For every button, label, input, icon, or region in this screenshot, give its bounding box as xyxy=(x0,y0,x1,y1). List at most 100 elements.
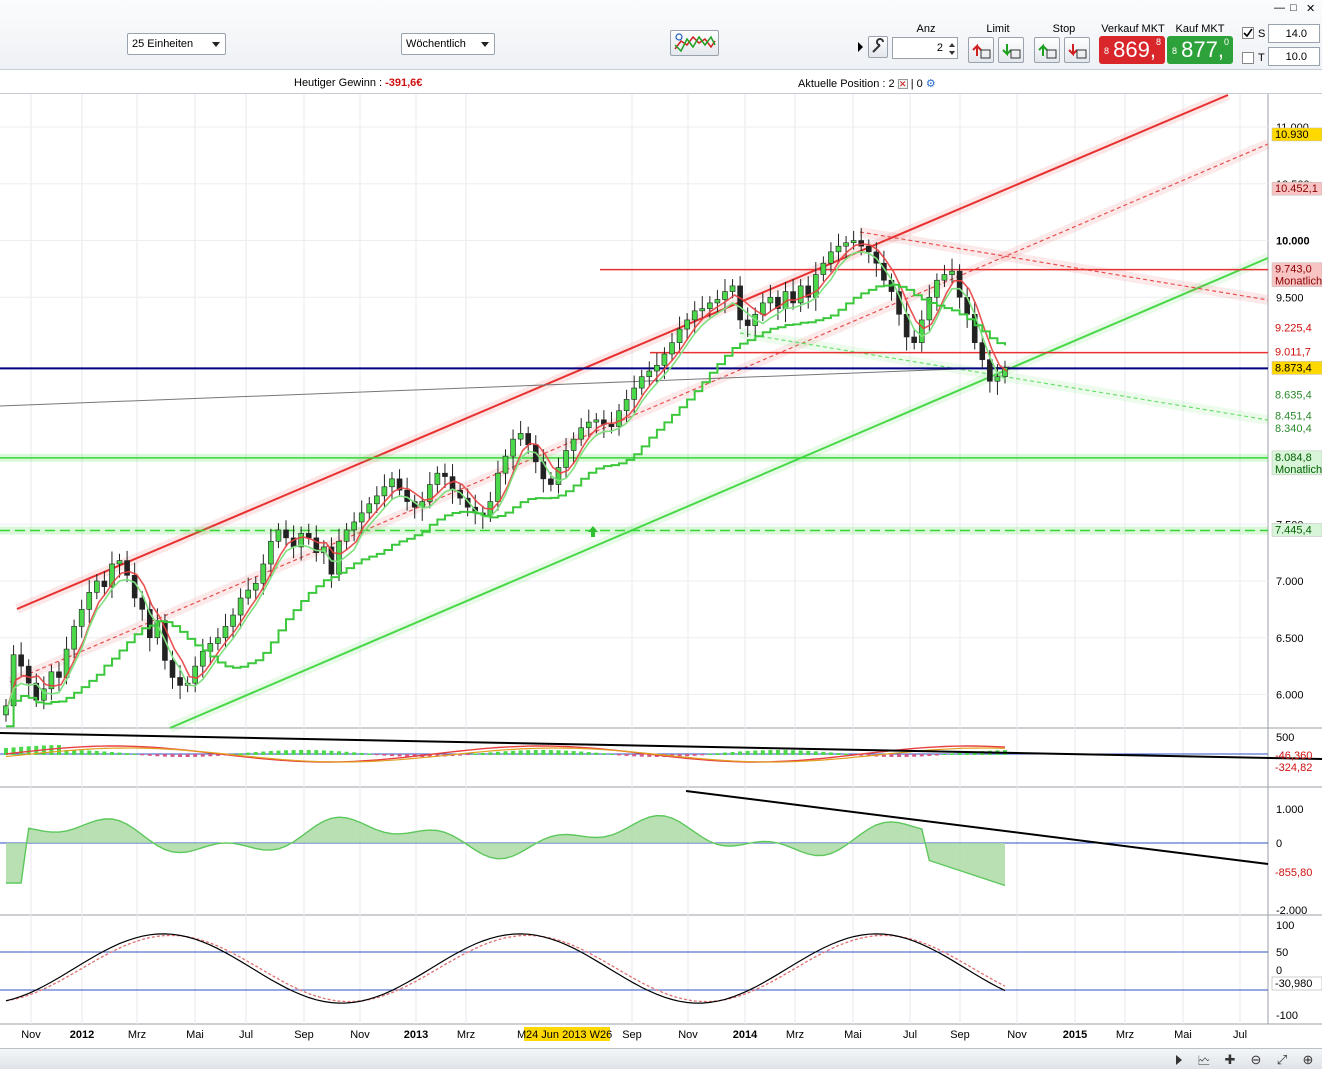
buy-price: 877, xyxy=(1181,37,1224,62)
macd-bar xyxy=(178,754,183,757)
candle-body xyxy=(94,580,100,593)
expand-arrow-icon[interactable] xyxy=(1176,1055,1182,1065)
daily-gain: Heutiger Gewinn : -391,6€ xyxy=(294,77,422,89)
buy-market-button[interactable]: 8 877,0 xyxy=(1167,36,1233,64)
macd-bar xyxy=(132,753,137,755)
candle-body xyxy=(78,609,85,627)
macd-bar xyxy=(753,750,758,755)
info-bar: Heutiger Gewinn : -391,6€ Aktuelle Posit… xyxy=(0,70,1322,94)
macd-bar xyxy=(677,754,682,757)
candle-body xyxy=(707,302,713,309)
zoom-fit-icon[interactable]: ⤢ xyxy=(1276,1052,1288,1067)
gear-icon[interactable]: ⚙ xyxy=(925,78,936,90)
crosshair-icon[interactable]: ✚ xyxy=(1224,1052,1236,1067)
macd-bar xyxy=(806,750,811,755)
spin-down-icon[interactable] xyxy=(949,51,955,55)
stop-buy-button[interactable] xyxy=(1034,37,1060,63)
macd-bar xyxy=(117,752,122,755)
candle-body xyxy=(381,486,388,497)
x-axis-label: Mai xyxy=(1174,1029,1192,1041)
candle-body xyxy=(260,563,267,584)
macd-bar xyxy=(783,750,788,755)
close-icon[interactable]: ✕ xyxy=(1306,3,1316,15)
x-axis-label: Sep xyxy=(294,1029,314,1041)
long-term-average-line xyxy=(0,366,1011,407)
candle-body xyxy=(146,609,153,639)
candle-body xyxy=(502,455,509,474)
macd-bar xyxy=(798,750,803,755)
price-tag-box xyxy=(1272,345,1322,359)
position-tail: | 0 xyxy=(910,78,923,90)
candle-body xyxy=(464,497,471,508)
macd-bar xyxy=(715,753,720,755)
candle-body xyxy=(245,589,251,599)
maximize-icon[interactable]: □ xyxy=(1290,2,1297,14)
x-axis-label: Mrz xyxy=(786,1029,804,1041)
candle-body xyxy=(275,529,282,542)
settings-button[interactable] xyxy=(868,36,888,58)
price-tag-box xyxy=(1272,321,1322,335)
units-select[interactable]: 25 Einheiten xyxy=(127,33,226,55)
price-tag-sublabel: Monatlich xyxy=(1275,276,1322,288)
zoom-in-icon[interactable]: ⊕ xyxy=(1302,1052,1314,1067)
limit-sell-button[interactable] xyxy=(998,37,1024,63)
macd-bar xyxy=(125,753,130,755)
sell-market-button[interactable]: 8 869,8 xyxy=(1099,36,1165,64)
minimize-icon[interactable]: — xyxy=(1274,2,1285,14)
macd-bar xyxy=(617,754,622,756)
candle-body xyxy=(56,671,62,678)
take-profit-checkbox[interactable] xyxy=(1242,52,1254,64)
signal-line xyxy=(5,250,1006,715)
s-value-input[interactable]: 14.0 xyxy=(1268,24,1320,43)
candle-body xyxy=(616,410,622,427)
macd-bar xyxy=(511,750,516,755)
close-position-icon[interactable]: ✕ xyxy=(897,79,908,89)
x-axis-label: 2013 xyxy=(404,1029,428,1041)
candle-body xyxy=(427,484,433,502)
price-tag-label: 9.011,7 xyxy=(1275,347,1311,359)
x-axis-label: Jul xyxy=(903,1029,917,1041)
candle-body xyxy=(790,291,796,304)
limit-buy-button[interactable] xyxy=(968,37,994,63)
expand-arrow-icon[interactable] xyxy=(858,42,863,52)
macd-trendline xyxy=(0,732,1322,760)
macd-bar xyxy=(102,751,107,755)
candle-body xyxy=(631,387,637,400)
macd-bar xyxy=(79,750,84,755)
price-tag-label: 7.445,4 xyxy=(1275,524,1312,536)
candle-body xyxy=(714,299,721,304)
macd-bar xyxy=(957,752,962,755)
macd-bar xyxy=(564,750,569,755)
quantity-input[interactable]: 2 xyxy=(892,37,958,59)
stop-checkbox[interactable] xyxy=(1242,27,1254,39)
candle-body xyxy=(949,270,955,275)
macd-bar xyxy=(488,752,493,755)
stochastic-d-line xyxy=(5,934,1006,1003)
candle-body xyxy=(934,279,940,298)
chart-style-button[interactable] xyxy=(670,30,719,56)
period-select[interactable]: Wöchentlich xyxy=(401,33,495,55)
candle-body xyxy=(313,537,320,553)
candle-body xyxy=(941,274,948,281)
window-controls: — □ ✕ xyxy=(1268,2,1320,18)
price-tag-box xyxy=(1272,421,1322,435)
zoom-out-icon[interactable]: ⊖ xyxy=(1250,1052,1262,1067)
macd-bar xyxy=(352,752,357,755)
t-value-input[interactable]: 10.0 xyxy=(1268,47,1320,66)
chart-tools-icon[interactable]: 🗠 xyxy=(1197,1053,1211,1068)
macd-bar xyxy=(26,746,31,755)
macd-bar xyxy=(934,754,939,756)
macd-bar xyxy=(609,753,614,755)
candle-body xyxy=(86,592,93,610)
macd-bar xyxy=(889,754,894,757)
chart-area[interactable]: 11.00010.50010.0009.5007.5007.0006.5006.… xyxy=(0,94,1322,1048)
x-axis-label: Nov xyxy=(21,1029,41,1041)
period-select-value: Wöchentlich xyxy=(406,38,466,50)
spin-up-icon[interactable] xyxy=(949,43,955,47)
oscillator-tick-label: 0 xyxy=(1276,838,1282,850)
price-tag-box xyxy=(1272,388,1322,402)
candle-body xyxy=(237,597,244,616)
stop-sell-button[interactable] xyxy=(1064,37,1090,63)
stop-sell-icon xyxy=(1068,44,1087,59)
macd-bar xyxy=(374,754,379,756)
